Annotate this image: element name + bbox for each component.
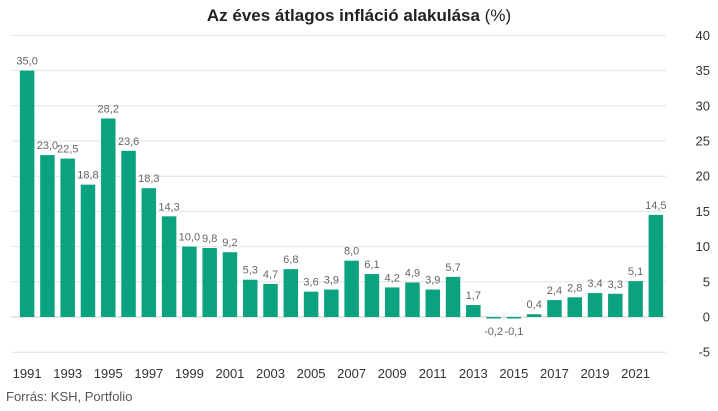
bar	[60, 158, 75, 317]
value-label: 10,0	[179, 232, 200, 244]
value-label: 4,7	[263, 269, 278, 281]
x-tick-label: 2005	[297, 366, 326, 381]
bar	[425, 289, 441, 317]
bar	[384, 287, 400, 317]
value-label: 1,7	[466, 290, 481, 302]
value-label: 35,0	[16, 56, 37, 68]
bar	[161, 216, 177, 317]
x-tick-label: 1997	[134, 366, 163, 381]
bar	[242, 279, 258, 317]
bar	[19, 70, 35, 317]
bar	[344, 260, 359, 317]
value-label: 2,8	[567, 282, 582, 294]
y-tick-label: 10	[696, 239, 710, 254]
y-tick-label: 40	[696, 28, 710, 43]
value-label: 5,1	[628, 266, 643, 278]
x-tick-label: 2007	[337, 366, 366, 381]
value-label: -0,2	[484, 326, 503, 338]
y-tick-label: 35	[696, 63, 710, 78]
y-tick-label: -5	[698, 345, 710, 360]
value-label: -0,1	[504, 326, 523, 338]
x-tick-label: 2021	[621, 366, 650, 381]
bar	[141, 188, 157, 317]
bar	[405, 282, 420, 317]
x-tick-label: 1993	[53, 366, 82, 381]
bar	[506, 317, 522, 319]
bar	[648, 214, 664, 317]
y-tick-label: 30	[696, 98, 710, 113]
chart-title: Az éves átlagos infláció alakulása (%)	[0, 6, 718, 26]
x-tick-label: 2015	[499, 366, 528, 381]
value-label: 14,3	[158, 201, 179, 213]
bar	[526, 314, 542, 317]
value-label: 9,2	[222, 237, 237, 249]
bar	[222, 252, 238, 317]
bar	[587, 293, 603, 317]
value-label: 6,8	[283, 254, 298, 266]
value-label: 0,4	[527, 299, 542, 311]
value-label: 23,6	[118, 136, 139, 148]
bar	[283, 269, 299, 317]
value-label: 18,8	[77, 170, 98, 182]
value-label: 3,4	[587, 278, 602, 290]
value-label: 28,2	[98, 103, 119, 115]
value-label: 3,9	[425, 275, 440, 287]
bar	[40, 155, 55, 317]
value-label: 6,1	[364, 259, 379, 271]
value-label: 22,5	[57, 144, 78, 156]
value-label: 2,4	[547, 285, 562, 297]
y-tick-label: 15	[696, 204, 710, 219]
bar	[101, 118, 116, 317]
bar	[547, 300, 562, 317]
x-tick-label: 1991	[13, 366, 42, 381]
value-label: 4,9	[405, 268, 420, 280]
x-tick-label: 2009	[378, 366, 407, 381]
value-label: 14,5	[645, 200, 666, 212]
x-tick-label: 2017	[540, 366, 569, 381]
x-tick-label: 1995	[94, 366, 123, 381]
y-tick-label: 25	[696, 134, 710, 149]
bar	[121, 150, 136, 317]
x-tick-label: 2011	[419, 366, 447, 381]
y-tick-label: 20	[696, 169, 710, 184]
bar	[324, 289, 339, 317]
value-label: 8,0	[344, 246, 359, 258]
value-label: 3,3	[608, 279, 623, 291]
bar	[486, 317, 501, 319]
bar	[263, 283, 278, 317]
bar	[628, 281, 643, 317]
bar	[303, 291, 319, 317]
value-label: 4,2	[385, 272, 400, 284]
bar	[608, 293, 623, 317]
chart-title-main: Az éves átlagos infláció alakulása	[206, 6, 480, 25]
x-tick-label: 2003	[256, 366, 285, 381]
x-tick-label: 1999	[175, 366, 204, 381]
bar	[202, 248, 217, 317]
value-label: 23,0	[37, 140, 58, 152]
chart-title-unit: (%)	[484, 6, 512, 25]
x-tick-label: 2013	[459, 366, 488, 381]
y-tick-label: 5	[703, 274, 710, 289]
bar	[466, 305, 481, 317]
value-label: 5,3	[243, 265, 258, 277]
y-tick-label: 0	[703, 310, 710, 325]
value-label: 9,8	[202, 233, 217, 245]
bar	[80, 184, 96, 317]
source-note: Forrás: KSH, Portfolio	[6, 389, 133, 404]
value-label: 3,9	[324, 275, 339, 287]
bar	[567, 297, 582, 317]
value-label: 18,3	[138, 173, 159, 185]
bar	[182, 246, 197, 317]
bar	[364, 274, 380, 317]
value-label: 5,7	[445, 262, 460, 274]
x-tick-label: 2019	[581, 366, 610, 381]
bar	[445, 276, 461, 317]
value-label: 3,6	[303, 277, 318, 289]
x-tick-label: 2001	[215, 366, 244, 381]
